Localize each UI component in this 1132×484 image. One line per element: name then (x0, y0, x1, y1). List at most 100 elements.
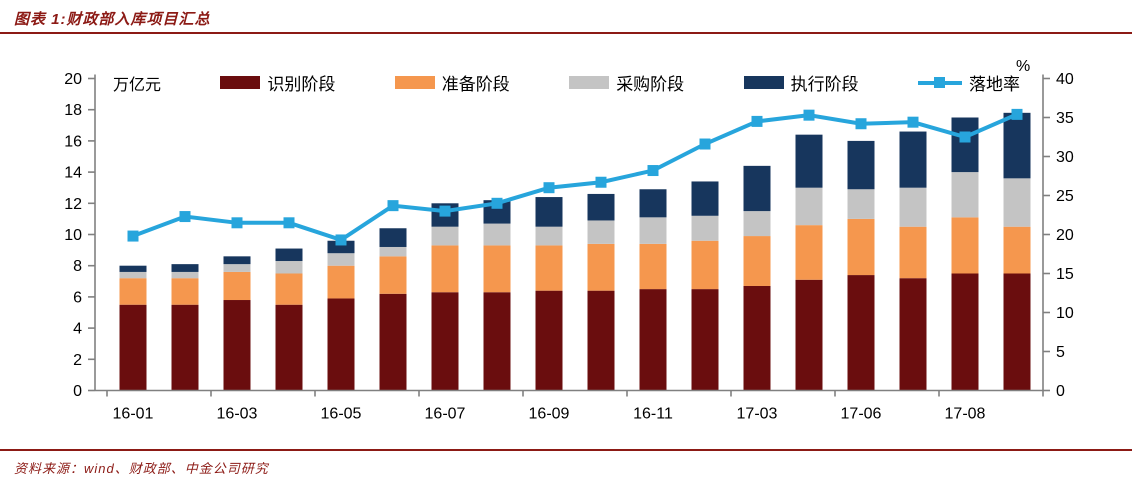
bar-segment (847, 189, 875, 219)
bar-segment (587, 243, 615, 291)
bar-segment (691, 289, 719, 391)
bar-segment (483, 223, 511, 246)
legend-label-identify: 识别阶段 (267, 75, 336, 94)
line-marker (231, 217, 243, 229)
bar-segment (275, 261, 303, 274)
x-axis-tick-label: 16-09 (529, 406, 570, 423)
bar-segment (535, 226, 563, 246)
bar-segment (223, 264, 251, 272)
landing-rate-line-marker-icon (917, 76, 962, 89)
bar-segment (691, 181, 719, 216)
bar-segment (171, 278, 199, 305)
right-axis-tick-label: 5 (1056, 344, 1065, 361)
bar-segment (743, 285, 771, 391)
bar-segment (535, 197, 563, 227)
bar-segment (483, 292, 511, 391)
bar-segment (431, 245, 459, 293)
bar-segment (379, 228, 407, 247)
x-axis-tick-label: 16-11 (633, 406, 673, 423)
bar-segment (847, 275, 875, 391)
line-marker (595, 176, 607, 188)
left-axis-tick-label: 14 (64, 165, 82, 182)
line-marker (699, 138, 711, 150)
bar-segment (795, 279, 823, 391)
line-marker (127, 230, 139, 242)
line-marker (439, 205, 451, 217)
left-axis-tick-label: 4 (73, 321, 82, 338)
bar-segment (275, 304, 303, 391)
bar-segment (483, 245, 511, 293)
right-axis-tick-label: 30 (1056, 149, 1074, 166)
title-divider (0, 32, 1132, 34)
bar-segment (1003, 178, 1031, 227)
bar-segment (951, 273, 979, 391)
bar-segment (535, 290, 563, 391)
left-axis-tick-label: 18 (64, 102, 82, 119)
line-marker (283, 217, 295, 229)
bar-segment (743, 236, 771, 286)
right-axis-tick-label: 35 (1056, 110, 1074, 127)
bar-segment (431, 292, 459, 391)
bar-segment (431, 226, 459, 246)
bar-segment (639, 289, 667, 391)
right-axis-unit-label: % (1016, 58, 1031, 75)
line-marker (179, 211, 191, 223)
bar-segment (171, 271, 199, 279)
bar-segment (327, 298, 355, 391)
bar-segment (743, 165, 771, 212)
bar-segment (951, 117, 979, 173)
legend-item-identify-stage: 识别阶段 (220, 70, 335, 95)
bar-segment (899, 226, 927, 279)
right-axis-tick-label: 40 (1056, 71, 1074, 88)
execute-stage-swatch-icon (743, 76, 784, 89)
bar-segment (275, 248, 303, 262)
prepare-stage-swatch-icon (394, 76, 435, 89)
x-axis-tick-label: 16-03 (217, 406, 258, 423)
bar-segment (379, 256, 407, 294)
landing-rate-marker-icon (933, 77, 945, 88)
line-marker (1011, 108, 1023, 120)
line-marker (491, 197, 503, 209)
line-marker (387, 200, 399, 212)
bar-segment (119, 304, 147, 391)
legend-label-prepare: 准备阶段 (441, 75, 510, 94)
left-axis-tick-label: 10 (64, 227, 82, 244)
bar-segment (327, 265, 355, 299)
right-axis-tick-label: 15 (1056, 266, 1074, 283)
bar-segment (171, 264, 199, 272)
bar-segment (119, 265, 147, 272)
line-marker (855, 118, 867, 130)
left-axis-unit-label: 万亿元 (113, 76, 162, 94)
bar-segment (691, 215, 719, 241)
legend-label-execute: 执行阶段 (790, 75, 859, 94)
bar-segment (587, 220, 615, 244)
x-axis-tick-label: 16-07 (425, 406, 466, 423)
bar-segment (639, 243, 667, 290)
bar-segment (795, 225, 823, 280)
bar-segment (171, 304, 199, 391)
x-axis-tick-label: 17-08 (945, 406, 986, 423)
left-axis-tick-label: 6 (73, 289, 82, 306)
chart-title: 图表 1:财政部入库项目汇总 (14, 11, 211, 28)
line-marker (647, 165, 659, 177)
bar-segment (899, 278, 927, 391)
bar-segment (223, 256, 251, 265)
bar-segment (795, 187, 823, 226)
bar-segment (847, 218, 875, 276)
x-axis-tick-label: 17-03 (737, 406, 778, 423)
bar-segment (119, 278, 147, 305)
bar-segment (379, 246, 407, 257)
line-marker (803, 109, 815, 121)
bar-segment (639, 189, 667, 218)
legend-item-execute-stage: 执行阶段 (743, 70, 859, 95)
bar-segment (1003, 226, 1031, 274)
left-axis-tick-label: 12 (64, 196, 82, 213)
bar-segment (119, 271, 147, 279)
left-axis-tick-label: 0 (73, 383, 82, 400)
right-axis-tick-label: 25 (1056, 188, 1074, 205)
bar-segment (1003, 273, 1031, 391)
bar-segment (847, 140, 875, 190)
bar-segment (691, 240, 719, 290)
